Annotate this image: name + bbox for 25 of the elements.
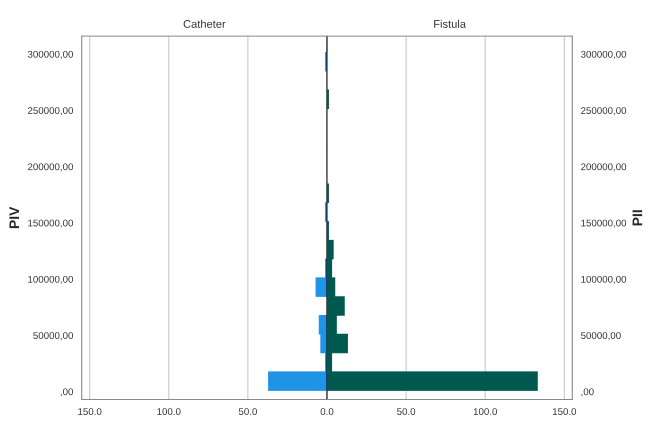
y-axis-title: PII [632, 210, 642, 226]
x-tick-label: 50.0 [397, 408, 416, 415]
y-tick-label: 250000,00 [28, 107, 74, 116]
y-axis-title: PIV [9, 206, 20, 228]
y-tick-label: 300000,00 [580, 50, 626, 59]
y-tick-label: 50000,00 [33, 332, 74, 340]
y-tick-label: 150000,00 [28, 220, 74, 228]
y-tick-label: ,00 [60, 388, 74, 396]
chart-title: Fistula [434, 20, 466, 28]
x-tick-label: 150.0 [552, 408, 576, 415]
x-tick-label: 50.0 [238, 408, 257, 415]
y-tick-label: 50000,00 [580, 332, 621, 340]
x-tick-label: 0.0 [320, 408, 334, 415]
y-tick-label: 100000,00 [581, 276, 626, 284]
y-tick-label: 250000,00 [581, 107, 626, 116]
y-tick-label: 150000,00 [581, 220, 626, 228]
chart-title: Catheter [184, 20, 226, 28]
y-tick-label: 200000,00 [581, 163, 626, 172]
y-tick-label: 300000,00 [28, 50, 74, 59]
y-tick-label: 100000,00 [28, 276, 74, 284]
y-tick-label: ,00 [581, 388, 594, 396]
x-tick-label: 150.0 [78, 408, 102, 415]
x-tick-label: 100.0 [157, 408, 181, 415]
y-tick-label: 200000,00 [28, 163, 74, 172]
x-tick-label: 100.0 [474, 408, 498, 415]
